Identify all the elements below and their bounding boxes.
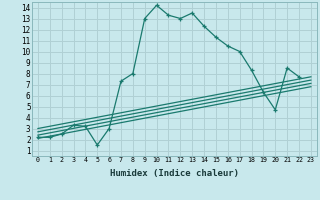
X-axis label: Humidex (Indice chaleur): Humidex (Indice chaleur) <box>110 169 239 178</box>
